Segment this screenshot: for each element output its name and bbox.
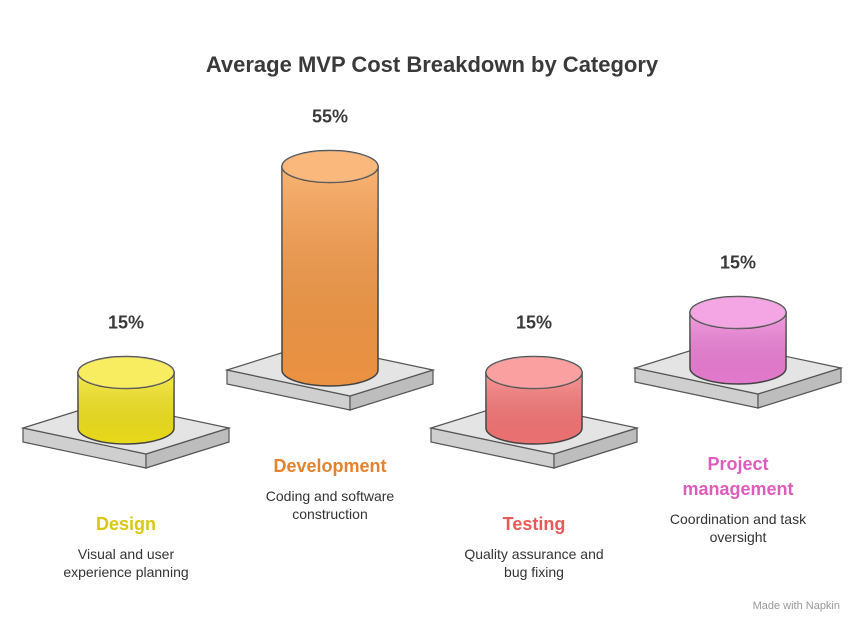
category-label: Development <box>273 456 387 476</box>
value-label: 15% <box>720 252 756 272</box>
cylinder-top <box>281 149 379 184</box>
cylinder-shade <box>78 372 174 444</box>
category-description: Visual and user experience planning <box>63 546 189 580</box>
category-block: Development Coding and software construct… <box>250 454 410 523</box>
cylinder-top <box>485 355 583 390</box>
category-label: Project management <box>682 454 794 499</box>
cylinder-top-shine <box>690 296 786 329</box>
cylinder <box>485 355 583 445</box>
category-label: Testing <box>502 514 566 534</box>
cylinder-shade <box>282 166 378 386</box>
category-block: Project management Coordination and task … <box>658 452 818 546</box>
category-block: Testing Quality assurance and bug fixing <box>454 512 614 581</box>
cylinder-shade <box>690 312 786 384</box>
cylinder <box>689 295 787 385</box>
cylinder-top-shine <box>282 150 378 183</box>
category-description: Coordination and task oversight <box>669 511 807 545</box>
category-description: Coding and software construction <box>265 488 395 522</box>
cylinder-top <box>689 295 787 330</box>
cylinder-shade <box>486 372 582 444</box>
category-label: Design <box>95 514 156 534</box>
value-label: 15% <box>516 312 552 332</box>
cylinder-top-shine <box>78 356 174 389</box>
category-block: Design Visual and user experience plannin… <box>46 512 206 581</box>
cylinder-top <box>77 355 175 390</box>
cylinder-top-shine <box>486 356 582 389</box>
category-description: Quality assurance and bug fixing <box>464 546 604 580</box>
watermark: Made with Napkin <box>752 600 840 612</box>
value-label: 15% <box>108 312 144 332</box>
chart-title: Average MVP Cost Breakdown by Category <box>206 52 659 77</box>
value-label: 55% <box>312 106 348 126</box>
cylinder <box>281 149 379 387</box>
cylinder <box>77 355 175 445</box>
